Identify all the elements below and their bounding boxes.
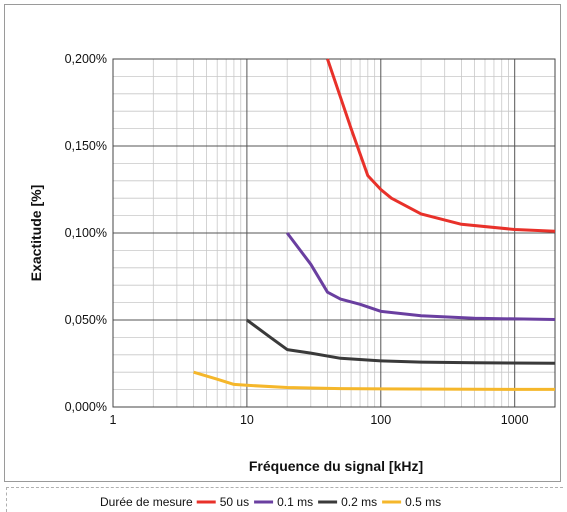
legend-label-4: 0.5 ms (405, 495, 441, 509)
y-tick-label: 0,200% (65, 52, 107, 66)
x-tick-label: 10 (240, 413, 254, 427)
y-tick-label: 0,100% (65, 226, 107, 240)
legend-title: Durée de mesure (100, 495, 193, 509)
legend-divider-left (6, 487, 7, 512)
y-tick-label: 0,050% (65, 313, 107, 327)
y-tick-labels: 0,000% 0,050% 0,100% 0,150% 0,200% (65, 52, 107, 414)
plot-border (112, 58, 556, 408)
y-axis-title: Exactitude [%] (28, 185, 44, 281)
legend-label-3: 0.2 ms (341, 495, 377, 509)
series-line-4 (193, 370, 556, 391)
series-line-2 (286, 232, 556, 321)
y-tick-label: 0,150% (65, 139, 107, 153)
x-tick-label: 1000 (501, 413, 529, 427)
legend-divider (6, 487, 563, 488)
series-line-3 (246, 318, 556, 365)
legend-label-2: 0.1 ms (277, 495, 313, 509)
x-tick-label: 100 (370, 413, 391, 427)
x-tick-label: 1 (110, 413, 117, 427)
legend: Durée de mesure 50 us 0.1 ms 0.2 ms 0.5 ms (100, 495, 441, 509)
series-layer (193, 58, 556, 391)
x-tick-labels: 1 10 100 1000 (110, 413, 529, 427)
legend-label-1: 50 us (220, 495, 249, 509)
x-axis-title: Fréquence du signal [kHz] (249, 458, 423, 474)
y-tick-label: 0,000% (65, 400, 107, 414)
series-line-1 (326, 58, 556, 233)
